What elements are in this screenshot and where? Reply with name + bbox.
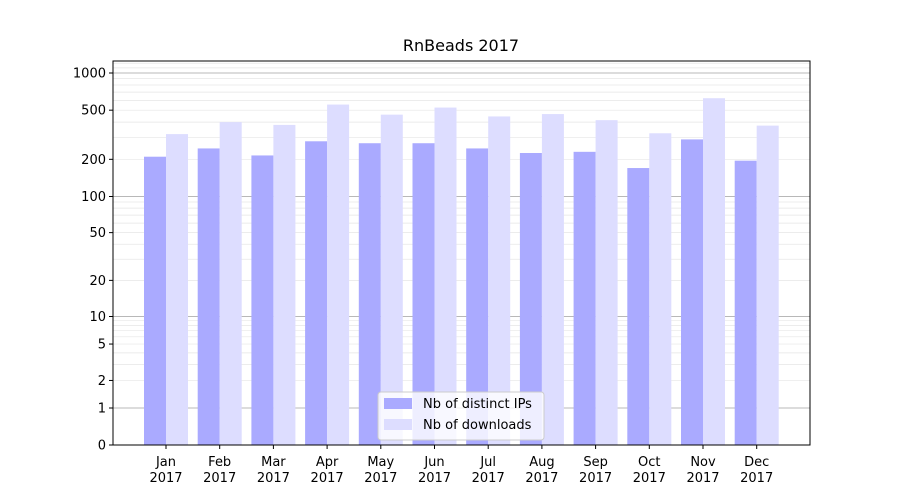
- downloads-bar: [756, 125, 779, 445]
- x-tick-label-month: Jul: [479, 455, 496, 470]
- downloads-bar: [219, 122, 242, 445]
- downloads-bar: [488, 116, 511, 445]
- y-tick-label: 1: [98, 402, 106, 417]
- x-tick-label-year: 2017: [311, 471, 344, 486]
- x-axis: Jan2017Feb2017Mar2017Apr2017May2017Jun20…: [149, 445, 773, 486]
- x-tick-label-year: 2017: [418, 471, 451, 486]
- distinct-ips-bar: [466, 148, 489, 445]
- distinct-ips-bar: [573, 151, 596, 446]
- x-tick-label-year: 2017: [472, 471, 505, 486]
- distinct-ips-bar: [681, 139, 703, 445]
- x-tick-label-month: Feb: [208, 455, 231, 470]
- distinct-ips-bar: [144, 156, 166, 445]
- distinct-ips-bar: [358, 143, 381, 446]
- x-tick-label-year: 2017: [740, 471, 773, 486]
- distinct-ips-bar: [734, 160, 757, 445]
- x-tick-label-year: 2017: [257, 471, 290, 486]
- legend-swatch: [384, 398, 412, 409]
- distinct-ips-bar: [251, 155, 274, 445]
- distinct-ips-bar: [197, 148, 220, 445]
- downloads-bar: [595, 120, 618, 446]
- distinct-ips-bar: [305, 141, 328, 445]
- distinct-ips-bar: [412, 143, 435, 446]
- distinct-ips-bar: [519, 153, 542, 445]
- x-tick-label-month: Nov: [690, 455, 716, 470]
- x-tick-label-month: Dec: [744, 455, 769, 470]
- bars: [144, 98, 779, 446]
- y-tick-label: 100: [81, 190, 106, 205]
- x-tick-label-month: May: [367, 455, 394, 470]
- y-tick-label: 50: [89, 226, 106, 241]
- x-tick-label-year: 2017: [364, 471, 397, 486]
- y-tick-label: 5: [98, 338, 106, 353]
- x-tick-label-year: 2017: [525, 471, 558, 486]
- downloads-bar: [166, 134, 188, 445]
- x-tick-label-month: Jan: [155, 455, 176, 470]
- y-axis: 0 1 2 5 10 20 50 100 200 500 1000: [73, 67, 113, 454]
- downloads-bar: [380, 114, 403, 445]
- chart-title: RnBeads 2017: [403, 36, 519, 55]
- downloads-bar: [273, 124, 296, 445]
- x-tick-label-year: 2017: [579, 471, 612, 486]
- downloads-bar: [649, 133, 672, 445]
- downloads-bar: [703, 98, 725, 446]
- x-tick-label-year: 2017: [149, 471, 182, 486]
- x-tick-label-month: Oct: [638, 455, 660, 470]
- x-tick-label-month: Aug: [529, 455, 554, 470]
- y-tick-label: 10: [89, 310, 106, 325]
- downloads-bar: [541, 114, 564, 446]
- downloads-bar: [434, 107, 457, 445]
- x-tick-label-month: Jun: [423, 455, 444, 470]
- y-tick-label: 20: [89, 274, 106, 289]
- x-tick-label-year: 2017: [203, 471, 236, 486]
- legend-swatch: [384, 419, 412, 430]
- y-tick-label: 500: [81, 104, 106, 119]
- x-tick-label-month: Mar: [261, 455, 286, 470]
- distinct-ips-bar: [627, 168, 650, 445]
- x-tick-label-month: Apr: [316, 455, 339, 470]
- legend: Nb of distinct IPs Nb of downloads: [377, 391, 545, 441]
- y-tick-label: 2: [98, 374, 106, 389]
- x-tick-label-year: 2017: [686, 471, 719, 486]
- legend-label: Nb of distinct IPs: [423, 397, 532, 412]
- legend-box: [377, 391, 545, 441]
- x-tick-label-month: Sep: [583, 455, 608, 470]
- x-tick-label-year: 2017: [633, 471, 666, 486]
- downloads-bar: [327, 104, 350, 445]
- y-tick-label: 1000: [73, 67, 106, 82]
- y-tick-label: 200: [81, 153, 106, 168]
- plot-frame: [112, 60, 811, 446]
- legend-label: Nb of downloads: [423, 418, 532, 433]
- y-tick-label: 0: [98, 439, 106, 454]
